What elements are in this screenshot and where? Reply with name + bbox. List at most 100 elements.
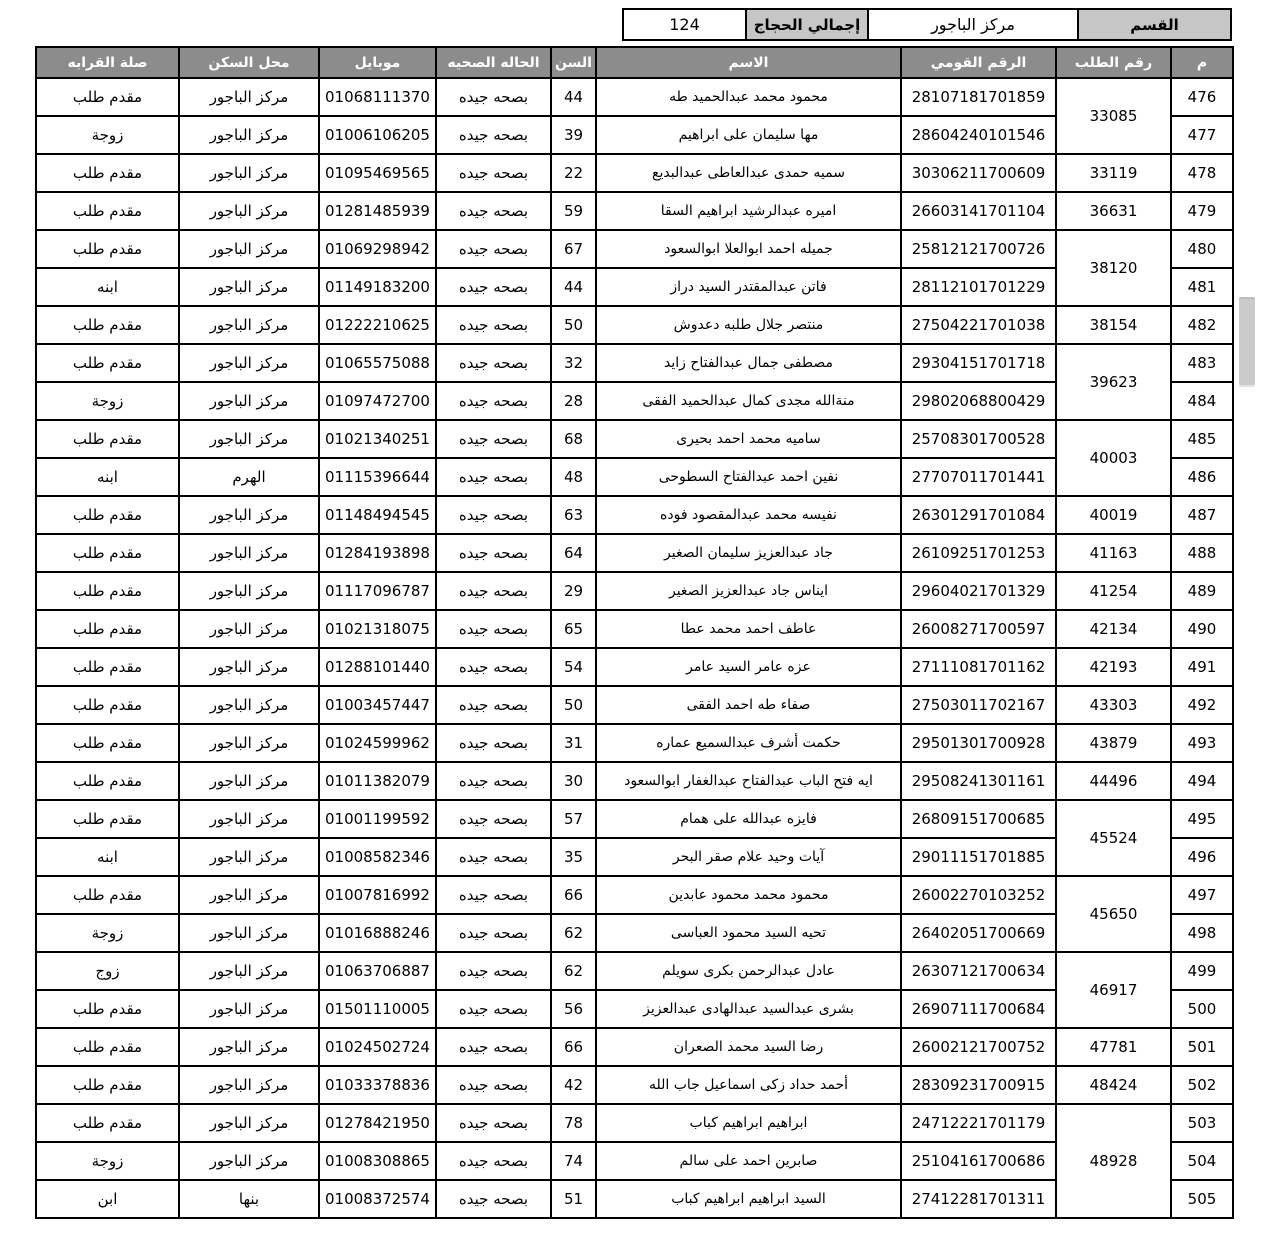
- request-number-cell: 48424: [1055, 1065, 1172, 1105]
- health-cell: بصحه جيده: [435, 153, 552, 193]
- mobile-cell: 01115396644: [318, 457, 437, 497]
- name-cell: نفيسه محمد عبدالمقصود فوده: [595, 495, 902, 535]
- national-id-cell: 29011151701885: [900, 837, 1057, 877]
- request-number-cell: 36631: [1055, 191, 1172, 231]
- request-number-cell: 42193: [1055, 647, 1172, 687]
- national-id-cell: 26307121700634: [900, 951, 1057, 991]
- relation-cell: مقدم طلب: [35, 419, 180, 459]
- mobile-cell: 01021318075: [318, 609, 437, 649]
- age-cell: 56: [550, 989, 597, 1029]
- table-row: 478 33119 30306211700609 سميه حمدى عبدالعاط…: [35, 153, 1234, 193]
- health-cell: بصحه جيده: [435, 229, 552, 269]
- residence-cell: مركز الباجور: [178, 1141, 320, 1181]
- relation-cell: مقدم طلب: [35, 191, 180, 231]
- header-request-no: رقم الطلب: [1055, 46, 1172, 79]
- residence-cell: مركز الباجور: [178, 951, 320, 991]
- table-row: 486 27707011701441 نفين احمد عبدالفتاح الس…: [35, 457, 1234, 497]
- age-cell: 57: [550, 799, 597, 839]
- health-cell: بصحه جيده: [435, 609, 552, 649]
- residence-cell: مركز الباجور: [178, 1065, 320, 1105]
- request-number-cell: 46917: [1055, 951, 1172, 1029]
- age-cell: 50: [550, 305, 597, 345]
- serial-cell: 484: [1170, 381, 1234, 421]
- relation-cell: مقدم طلب: [35, 685, 180, 725]
- age-cell: 30: [550, 761, 597, 801]
- table-row: 488 41163 26109251701253 جاد عبدالعزيز سليم…: [35, 533, 1234, 573]
- table-row: 499 46917 26307121700634 عادل عبدالرحمن بكر…: [35, 951, 1234, 1029]
- table-row: 489 41254 29604021701329 ايناس جاد عبدالعزي…: [35, 571, 1234, 611]
- table-row: 480 38120 25812121700726 جميله احمد ابوالعل…: [35, 229, 1234, 307]
- age-cell: 42: [550, 1065, 597, 1105]
- relation-cell: زوجة: [35, 381, 180, 421]
- health-cell: بصحه جيده: [435, 1027, 552, 1067]
- table-row: 498 26402051700669 تحيه السيد محمود العباس…: [35, 913, 1234, 953]
- relation-cell: ابنه: [35, 457, 180, 497]
- relation-cell: مقدم طلب: [35, 1065, 180, 1105]
- residence-cell: مركز الباجور: [178, 191, 320, 231]
- relation-cell: مقدم طلب: [35, 343, 180, 383]
- name-cell: محمود محمد محمود عابدين: [595, 875, 902, 915]
- name-cell: عزه عامر السيد عامر: [595, 647, 902, 687]
- health-cell: بصحه جيده: [435, 837, 552, 877]
- request-number-cell: 45524: [1055, 799, 1172, 877]
- request-number-cell: 40019: [1055, 495, 1172, 535]
- name-cell: ساميه محمد احمد بحيرى: [595, 419, 902, 459]
- total-pilgrims-count: 124: [622, 8, 747, 41]
- request-number-cell: 41254: [1055, 571, 1172, 611]
- name-cell: حكمت أشرف عبدالسميع عماره: [595, 723, 902, 763]
- mobile-cell: 01021340251: [318, 419, 437, 459]
- mobile-cell: 01117096787: [318, 571, 437, 611]
- residence-cell: مركز الباجور: [178, 723, 320, 763]
- age-cell: 65: [550, 609, 597, 649]
- age-cell: 54: [550, 647, 597, 687]
- mobile-cell: 01149183200: [318, 267, 437, 307]
- age-cell: 51: [550, 1179, 597, 1219]
- relation-cell: مقدم طلب: [35, 989, 180, 1029]
- serial-cell: 480: [1170, 229, 1234, 269]
- serial-cell: 488: [1170, 533, 1234, 573]
- national-id-cell: 29802068800429: [900, 381, 1057, 421]
- summary-band: القسم مركز الباجور إجمالي الحجاج 124: [618, 8, 1232, 41]
- national-id-cell: 26002270103252: [900, 875, 1057, 915]
- mobile-cell: 01281485939: [318, 191, 437, 231]
- age-cell: 62: [550, 913, 597, 953]
- relation-cell: مقدم طلب: [35, 1103, 180, 1143]
- relation-cell: زوجة: [35, 913, 180, 953]
- health-cell: بصحه جيده: [435, 1065, 552, 1105]
- relation-cell: مقدم طلب: [35, 571, 180, 611]
- mobile-cell: 01007816992: [318, 875, 437, 915]
- age-cell: 74: [550, 1141, 597, 1181]
- national-id-cell: 29501301700928: [900, 723, 1057, 763]
- relation-cell: زوج: [35, 951, 180, 991]
- health-cell: بصحه جيده: [435, 571, 552, 611]
- mobile-cell: 01284193898: [318, 533, 437, 573]
- name-cell: تحيه السيد محمود العباسى: [595, 913, 902, 953]
- mobile-cell: 01095469565: [318, 153, 437, 193]
- national-id-cell: 28112101701229: [900, 267, 1057, 307]
- residence-cell: بنها: [178, 1179, 320, 1219]
- header-mobile: موبايل: [318, 46, 437, 79]
- mobile-cell: 01063706887: [318, 951, 437, 991]
- national-id-cell: 24712221701179: [900, 1103, 1057, 1143]
- relation-cell: زوجة: [35, 115, 180, 155]
- serial-cell: 476: [1170, 77, 1234, 117]
- mobile-cell: 01008308865: [318, 1141, 437, 1181]
- health-cell: بصحه جيده: [435, 951, 552, 991]
- serial-cell: 497: [1170, 875, 1234, 915]
- health-cell: بصحه جيده: [435, 723, 552, 763]
- age-cell: 66: [550, 1027, 597, 1067]
- serial-cell: 498: [1170, 913, 1234, 953]
- residence-cell: مركز الباجور: [178, 381, 320, 421]
- mobile-cell: 01065575088: [318, 343, 437, 383]
- relation-cell: مقدم طلب: [35, 761, 180, 801]
- name-cell: سميه حمدى عبدالعاطى عبدالبديع: [595, 153, 902, 193]
- serial-cell: 487: [1170, 495, 1234, 535]
- relation-cell: ابن: [35, 1179, 180, 1219]
- vertical-scrollbar-thumb[interactable]: [1239, 299, 1255, 385]
- national-id-cell: 26809151700685: [900, 799, 1057, 839]
- mobile-cell: 01278421950: [318, 1103, 437, 1143]
- relation-cell: مقدم طلب: [35, 875, 180, 915]
- name-cell: فاتن عبدالمقتدر السيد دراز: [595, 267, 902, 307]
- name-cell: عادل عبدالرحمن بكرى سويلم: [595, 951, 902, 991]
- age-cell: 35: [550, 837, 597, 877]
